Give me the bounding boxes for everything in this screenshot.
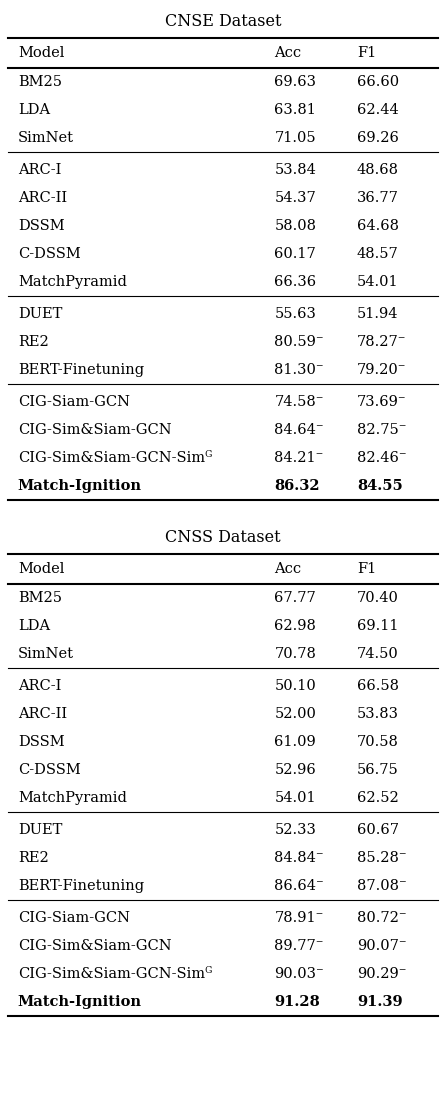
Text: 84.84⁻: 84.84⁻	[274, 850, 324, 865]
Text: 70.78: 70.78	[274, 647, 316, 661]
Text: Model: Model	[18, 562, 64, 576]
Text: Match-Ignition: Match-Ignition	[18, 995, 142, 1009]
Text: 54.01: 54.01	[274, 791, 316, 804]
Text: 62.52: 62.52	[357, 791, 399, 804]
Text: 48.68: 48.68	[357, 163, 399, 176]
Text: 58.08: 58.08	[274, 219, 316, 233]
Text: F1: F1	[357, 46, 376, 60]
Text: 69.11: 69.11	[357, 619, 398, 633]
Text: BERT-Finetuning: BERT-Finetuning	[18, 879, 144, 893]
Text: BM25: BM25	[18, 591, 62, 605]
Text: 52.00: 52.00	[274, 707, 316, 721]
Text: 48.57: 48.57	[357, 247, 399, 261]
Text: 81.30⁻: 81.30⁻	[274, 363, 324, 377]
Text: DUET: DUET	[18, 307, 62, 321]
Text: 63.81: 63.81	[274, 103, 316, 117]
Text: 61.09: 61.09	[274, 735, 316, 749]
Text: CIG-Sim&Siam-GCN: CIG-Sim&Siam-GCN	[18, 939, 171, 954]
Text: DSSM: DSSM	[18, 219, 65, 233]
Text: DUET: DUET	[18, 823, 62, 837]
Text: 52.96: 52.96	[274, 763, 316, 777]
Text: RE2: RE2	[18, 335, 49, 349]
Text: 60.67: 60.67	[357, 823, 399, 837]
Text: DSSM: DSSM	[18, 735, 65, 749]
Text: 69.26: 69.26	[357, 132, 399, 145]
Text: 87.08⁻: 87.08⁻	[357, 879, 407, 893]
Text: 79.20⁻: 79.20⁻	[357, 363, 406, 377]
Text: Match-Ignition: Match-Ignition	[18, 479, 142, 493]
Text: 66.60: 66.60	[357, 75, 399, 89]
Text: CIG-Sim&Siam-GCN-Simᴳ: CIG-Sim&Siam-GCN-Simᴳ	[18, 967, 212, 981]
Text: 82.75⁻: 82.75⁻	[357, 423, 406, 437]
Text: 36.77: 36.77	[357, 191, 399, 205]
Text: CIG-Sim&Siam-GCN: CIG-Sim&Siam-GCN	[18, 423, 171, 437]
Text: 80.59⁻: 80.59⁻	[274, 335, 324, 349]
Text: 67.77: 67.77	[274, 591, 316, 605]
Text: LDA: LDA	[18, 619, 50, 633]
Text: CNSS Dataset: CNSS Dataset	[165, 529, 281, 547]
Text: C-DSSM: C-DSSM	[18, 247, 81, 261]
Text: 70.58: 70.58	[357, 735, 399, 749]
Text: 53.84: 53.84	[274, 163, 316, 176]
Text: ARC-I: ARC-I	[18, 680, 61, 693]
Text: 74.50: 74.50	[357, 647, 399, 661]
Text: 55.63: 55.63	[274, 307, 316, 321]
Text: ARC-I: ARC-I	[18, 163, 61, 176]
Text: 50.10: 50.10	[274, 680, 316, 693]
Text: 66.36: 66.36	[274, 275, 316, 289]
Text: 56.75: 56.75	[357, 763, 399, 777]
Text: 91.28: 91.28	[274, 995, 320, 1009]
Text: 69.63: 69.63	[274, 75, 316, 89]
Text: Model: Model	[18, 46, 64, 60]
Text: Acc: Acc	[274, 46, 301, 60]
Text: CIG-Sim&Siam-GCN-Simᴳ: CIG-Sim&Siam-GCN-Simᴳ	[18, 450, 212, 465]
Text: SimNet: SimNet	[18, 647, 74, 661]
Text: RE2: RE2	[18, 850, 49, 865]
Text: BERT-Finetuning: BERT-Finetuning	[18, 363, 144, 377]
Text: ARC-II: ARC-II	[18, 191, 67, 205]
Text: 51.94: 51.94	[357, 307, 398, 321]
Text: 54.01: 54.01	[357, 275, 398, 289]
Text: 62.98: 62.98	[274, 619, 316, 633]
Text: 85.28⁻: 85.28⁻	[357, 850, 406, 865]
Text: MatchPyramid: MatchPyramid	[18, 275, 127, 289]
Text: 80.72⁻: 80.72⁻	[357, 911, 406, 925]
Text: 64.68: 64.68	[357, 219, 399, 233]
Text: 54.37: 54.37	[274, 191, 316, 205]
Text: SimNet: SimNet	[18, 132, 74, 145]
Text: 60.17: 60.17	[274, 247, 316, 261]
Text: 78.27⁻: 78.27⁻	[357, 335, 406, 349]
Text: 82.46⁻: 82.46⁻	[357, 450, 406, 465]
Text: CIG-Siam-GCN: CIG-Siam-GCN	[18, 395, 130, 409]
Text: 62.44: 62.44	[357, 103, 399, 117]
Text: 90.07⁻: 90.07⁻	[357, 939, 406, 954]
Text: CIG-Siam-GCN: CIG-Siam-GCN	[18, 911, 130, 925]
Text: 86.32: 86.32	[274, 479, 320, 493]
Text: 84.21⁻: 84.21⁻	[274, 450, 324, 465]
Text: ARC-II: ARC-II	[18, 707, 67, 721]
Text: 84.64⁻: 84.64⁻	[274, 423, 324, 437]
Text: 66.58: 66.58	[357, 680, 399, 693]
Text: LDA: LDA	[18, 103, 50, 117]
Text: 84.55: 84.55	[357, 479, 403, 493]
Text: 52.33: 52.33	[274, 823, 316, 837]
Text: 86.64⁻: 86.64⁻	[274, 879, 324, 893]
Text: 90.29⁻: 90.29⁻	[357, 967, 406, 981]
Text: 74.58⁻: 74.58⁻	[274, 395, 324, 409]
Text: 53.83: 53.83	[357, 707, 399, 721]
Text: 91.39: 91.39	[357, 995, 402, 1009]
Text: 70.40: 70.40	[357, 591, 399, 605]
Text: C-DSSM: C-DSSM	[18, 763, 81, 777]
Text: CNSE Dataset: CNSE Dataset	[165, 13, 281, 31]
Text: Acc: Acc	[274, 562, 301, 576]
Text: BM25: BM25	[18, 75, 62, 89]
Text: F1: F1	[357, 562, 376, 576]
Text: 78.91⁻: 78.91⁻	[274, 911, 324, 925]
Text: 73.69⁻: 73.69⁻	[357, 395, 406, 409]
Text: 71.05: 71.05	[274, 132, 316, 145]
Text: 89.77⁻: 89.77⁻	[274, 939, 324, 954]
Text: 90.03⁻: 90.03⁻	[274, 967, 324, 981]
Text: MatchPyramid: MatchPyramid	[18, 791, 127, 804]
